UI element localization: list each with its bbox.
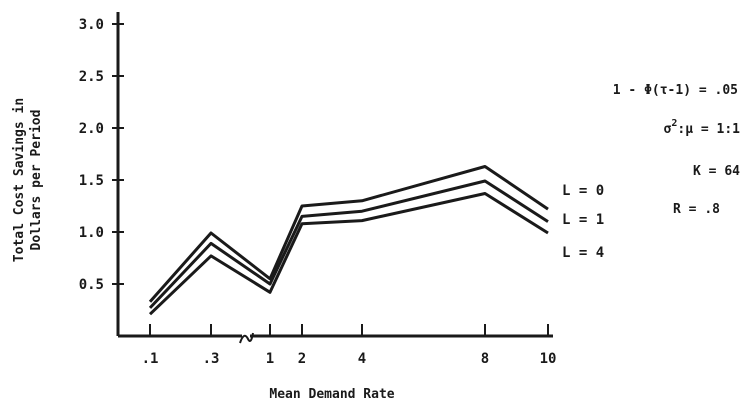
param-phi: 1 - Φ(τ-1) = .05: [613, 83, 738, 98]
y-tick-label: 0.5: [79, 277, 104, 293]
y-tick-label: 3.0: [79, 17, 104, 33]
x-axis-title: Mean Demand Rate: [269, 387, 394, 402]
param-k: K = 64: [693, 164, 740, 179]
param-r: R = .8: [673, 202, 720, 217]
param-sigma-exponent: 2: [671, 118, 677, 129]
y-tick-label: 2.0: [79, 121, 104, 137]
legend-label-l0: L = 0: [562, 183, 604, 199]
axis-break-mark: [239, 332, 254, 344]
x-tick-label: 4: [358, 351, 366, 367]
y-ticks: 0.5 1.0 1.5 2.0 2.5 3.0: [79, 17, 124, 293]
x-tick-label: .1: [142, 351, 159, 367]
x-tick-label: 2: [298, 351, 306, 367]
series-line-l0: [148, 165, 549, 303]
x-ticks: .1 .3 1 2 4 8 10: [142, 324, 557, 367]
y-tick-label: 1.0: [79, 225, 104, 241]
series-line-l4: [148, 192, 549, 316]
y-tick-label: 2.5: [79, 69, 104, 85]
series-lines: [148, 165, 549, 316]
param-sigma: σ: [664, 122, 672, 137]
param-variance-ratio: σ2:μ = 1:1: [664, 118, 741, 137]
param-ratio: :μ = 1:1: [677, 122, 740, 137]
x-tick-label: 8: [481, 351, 489, 367]
x-tick-label: 10: [540, 351, 557, 367]
legend-label-l4: L = 4: [562, 245, 604, 261]
legend-label-l1: L = 1: [562, 212, 604, 228]
y-tick-label: 1.5: [79, 173, 104, 189]
y-axis-title-line1: Total Cost Savings in: [12, 98, 27, 262]
x-tick-label: .3: [203, 351, 220, 367]
series-line-l1: [148, 179, 549, 309]
y-axis-title-line2: Dollars per Period: [29, 110, 44, 251]
x-tick-label: 1: [266, 351, 274, 367]
